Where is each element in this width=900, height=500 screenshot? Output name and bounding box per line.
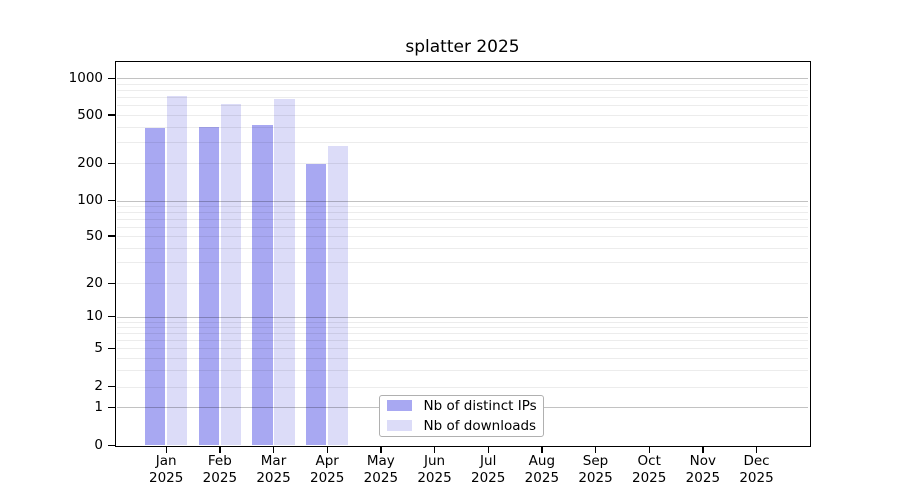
x-tick-label: Oct 2025	[632, 453, 667, 486]
y-tick-label: 1000	[68, 69, 103, 86]
y-tick-mark	[108, 386, 115, 388]
y-tick-mark	[108, 162, 115, 164]
x-tick-mark	[219, 447, 221, 453]
legend-item-label: Nb of distinct IPs	[423, 397, 537, 414]
x-tick-label: Apr 2025	[310, 453, 345, 486]
x-tick-label: Jan 2025	[149, 453, 184, 486]
x-tick-mark	[755, 447, 758, 453]
legend-color-swatch	[386, 400, 412, 411]
x-tick-mark	[272, 447, 275, 453]
y-tick-mark	[108, 444, 115, 447]
x-tick-label: Dec 2025	[739, 453, 774, 486]
x-tick-mark	[702, 447, 704, 453]
y-tick-mark	[108, 114, 115, 116]
legend-color-swatch	[386, 420, 412, 431]
y-tick-label: 10	[85, 308, 103, 325]
y-tick-label: 20	[85, 274, 103, 291]
y-tick-label: 500	[77, 106, 103, 123]
y-tick-mark	[108, 316, 115, 318]
y-tick-mark	[108, 77, 115, 79]
x-tick-label: Mar 2025	[256, 453, 291, 486]
y-tick-label: 1	[94, 398, 103, 415]
x-tick-mark	[648, 447, 650, 453]
y-tick-mark	[108, 282, 115, 284]
legend: Nb of distinct IPs Nb of downloads	[378, 394, 544, 437]
chart-title: splatter 2025	[405, 37, 520, 57]
x-tick-label: Jul 2025	[471, 453, 506, 486]
x-tick-label: Nov 2025	[685, 453, 721, 486]
y-tick-label: 200	[77, 154, 103, 171]
x-tick-mark	[487, 447, 489, 453]
x-tick-mark	[326, 447, 328, 453]
x-tick-label: Jun 2025	[417, 453, 452, 486]
x-tick-mark	[433, 447, 436, 453]
legend-item: Nb of downloads	[386, 417, 543, 434]
y-tick-label: 100	[77, 192, 103, 209]
plot-border	[115, 61, 811, 447]
y-tick-mark	[108, 347, 115, 349]
y-tick-label: 2	[94, 378, 103, 395]
legend-item: Nb of distinct IPs	[386, 397, 543, 414]
x-tick-mark	[594, 447, 597, 453]
x-tick-label: Sep 2025	[578, 453, 613, 486]
x-tick-label: Feb 2025	[202, 453, 238, 486]
y-tick-mark	[108, 406, 115, 408]
x-tick-label: Aug 2025	[524, 453, 560, 486]
x-tick-label: May 2025	[363, 453, 399, 486]
x-tick-mark	[380, 447, 382, 453]
x-tick-mark	[165, 447, 167, 453]
y-tick-label: 5	[94, 339, 103, 356]
y-tick-mark	[108, 235, 115, 237]
x-tick-mark	[541, 447, 543, 453]
legend-item-label: Nb of downloads	[423, 417, 537, 434]
y-tick-mark	[108, 200, 115, 202]
y-tick-label: 50	[85, 227, 103, 244]
y-tick-label: 0	[94, 437, 103, 453]
